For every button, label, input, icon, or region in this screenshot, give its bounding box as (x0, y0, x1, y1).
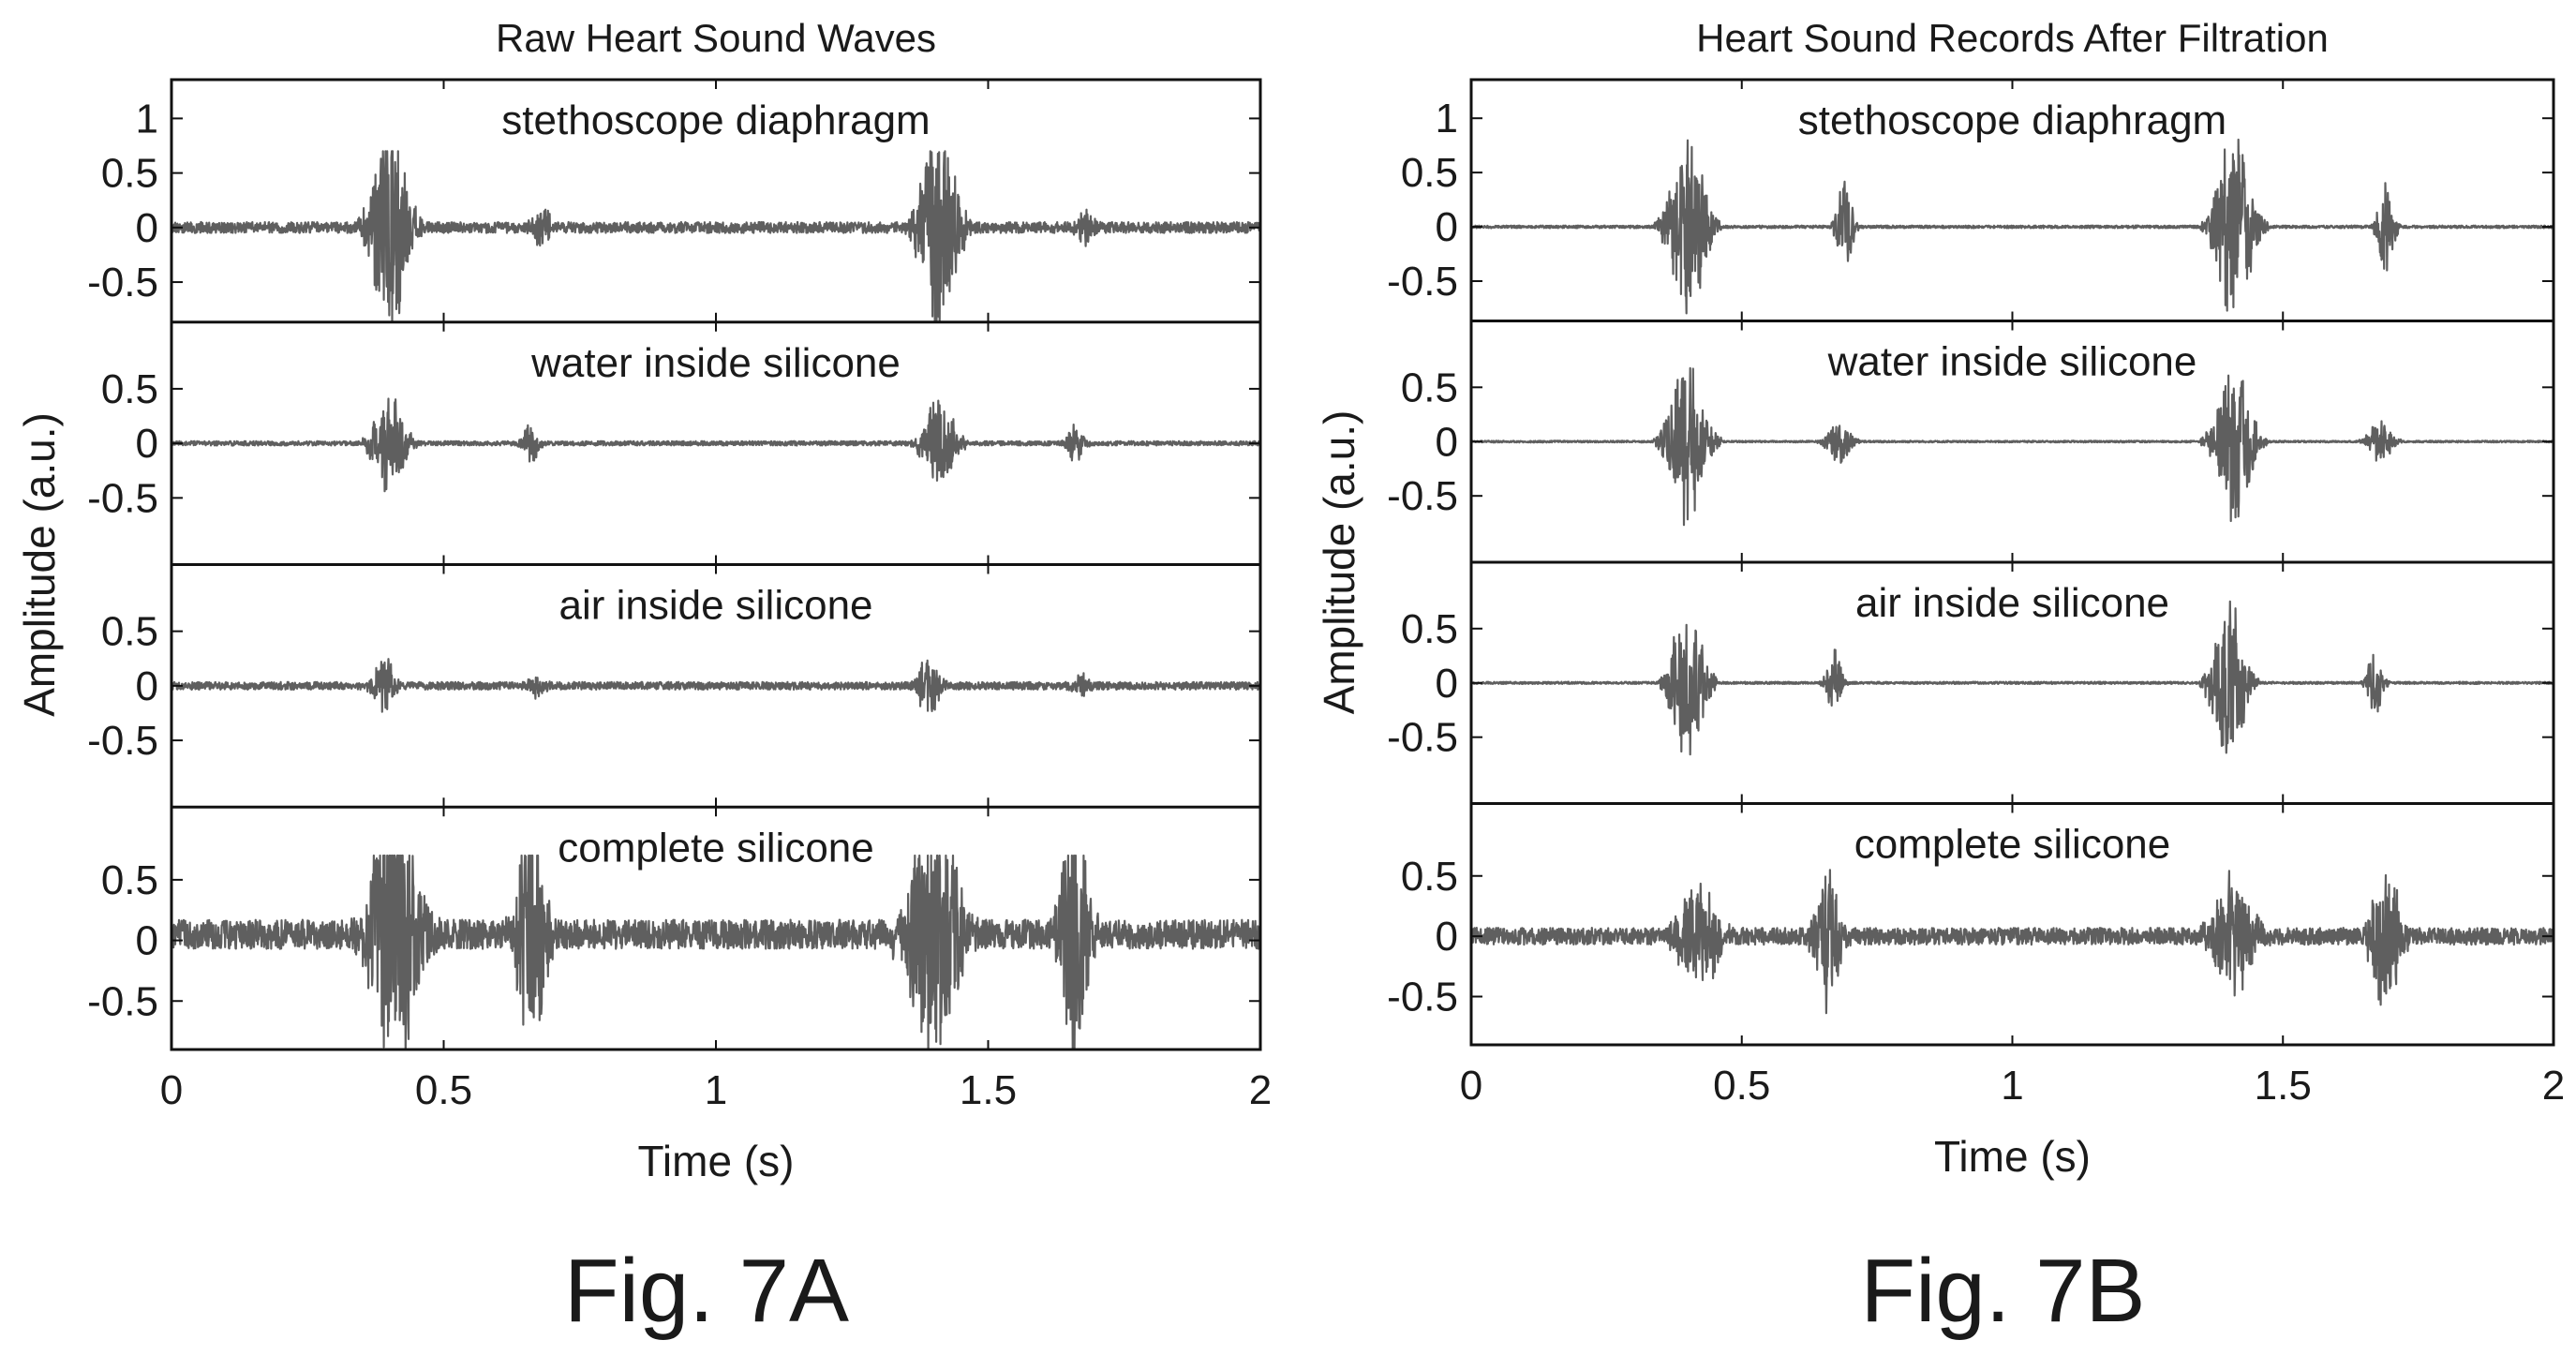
y-tick-label: -0.5 (1387, 975, 1458, 1020)
y-tick-label: 0 (1436, 661, 1458, 707)
x-tick-label: 2 (2542, 1063, 2565, 1109)
y-tick-label: -0.5 (87, 475, 158, 521)
y-tick-label: 0 (1436, 914, 1458, 960)
figure-label: Fig. 7A (564, 1241, 849, 1341)
x-tick-label: 0 (1460, 1063, 1482, 1109)
panel-label: complete silicone (558, 825, 874, 871)
chart-title: Heart Sound Records After Filtration (1696, 16, 2329, 60)
panel-label: complete silicone (1854, 822, 2171, 868)
panel-label: stethoscope diaphragm (501, 97, 930, 143)
chart-7b: Heart Sound Records After Filtration 1 0.5… (1315, 16, 2565, 1341)
panel-4: 0.5 0 -0.5 complete silicone (1387, 803, 2554, 1045)
y-tick-label: 0 (1436, 419, 1458, 465)
x-tick-label: 0.5 (415, 1067, 472, 1113)
y-tick-label: 0.5 (1401, 365, 1458, 410)
panel-label: air inside silicone (1855, 580, 2169, 626)
y-tick-label: -0.5 (87, 260, 158, 305)
x-tick-label: 1 (705, 1067, 727, 1113)
y-tick-label: -0.5 (1387, 259, 1458, 305)
x-tick-label: 1.5 (2255, 1063, 2312, 1109)
waveform-trace (171, 397, 1260, 493)
x-tick-label: 0 (160, 1067, 183, 1113)
panel-label: water inside silicone (530, 340, 901, 386)
panel-3: 0.5 0 -0.5 air inside silicone (1387, 562, 2554, 805)
panel-label: water inside silicone (1827, 339, 2197, 385)
x-axis-label: Time (s) (1934, 1132, 2091, 1181)
waveform-trace (171, 658, 1260, 713)
y-tick-label: 0 (136, 663, 158, 709)
panel-1: 1 0.5 0 -0.5 stethoscope diaphragm (1387, 80, 2554, 322)
x-tick-label: 2 (1249, 1067, 1272, 1113)
y-tick-label: 0.5 (1401, 606, 1458, 652)
panel-3: 0.5 0 -0.5 air inside silicone (87, 564, 1261, 809)
waveform-trace (1471, 600, 2554, 756)
y-tick-label: -0.5 (1387, 473, 1458, 519)
panel-2: 0.5 0 -0.5 water inside silicone (1387, 320, 2554, 564)
x-axis-label: Time (s) (638, 1137, 795, 1185)
y-tick-label: 0 (136, 918, 158, 964)
y-tick-label: 1 (136, 96, 158, 141)
waveform-trace (1471, 138, 2554, 315)
waveform-trace (1471, 869, 2554, 1015)
panel-1: 1 0.5 0 -0.5 stethoscope diaphragm (87, 80, 1261, 324)
panel-label: air inside silicone (558, 583, 872, 629)
y-tick-label: -0.5 (87, 978, 158, 1024)
y-tick-label: 1 (1436, 96, 1458, 141)
panel-label: stethoscope diaphragm (1798, 97, 2226, 143)
panel-2: 0.5 0 -0.5 water inside silicone (87, 321, 1261, 566)
y-tick-label: 0.5 (101, 609, 158, 655)
x-tick-label: 1 (2001, 1063, 2023, 1109)
y-tick-label: 0.5 (1401, 854, 1458, 900)
y-tick-label: 0.5 (101, 151, 158, 197)
axes-frame (170, 78, 1262, 1051)
axes-frame (1469, 78, 2555, 1047)
y-axis-label: Amplitude (a.u.) (15, 412, 64, 717)
x-tick-label: 1.5 (960, 1067, 1017, 1113)
waveform-trace (1471, 366, 2554, 527)
chart-title: Raw Heart Sound Waves (496, 16, 936, 60)
y-tick-label: 0 (1436, 204, 1458, 250)
waveform-trace (171, 854, 1260, 1050)
y-tick-label: 0.5 (101, 366, 158, 412)
y-axis-label: Amplitude (a.u.) (1315, 410, 1363, 715)
figure-label: Fig. 7B (1860, 1241, 2145, 1341)
y-tick-label: 0.5 (101, 857, 158, 903)
y-tick-label: 0 (136, 421, 158, 467)
panel-4: 0.5 0 -0.5 complete silicone (87, 807, 1261, 1050)
x-tick-label: 0.5 (1713, 1063, 1770, 1109)
y-tick-label: -0.5 (87, 718, 158, 764)
y-tick-label: 0 (136, 205, 158, 251)
y-tick-label: 0.5 (1401, 150, 1458, 196)
waveform-trace (171, 150, 1260, 322)
y-tick-label: -0.5 (1387, 715, 1458, 761)
chart-7a: Raw Heart Sound Waves10.50-0.5stethoscop… (15, 16, 1272, 1341)
